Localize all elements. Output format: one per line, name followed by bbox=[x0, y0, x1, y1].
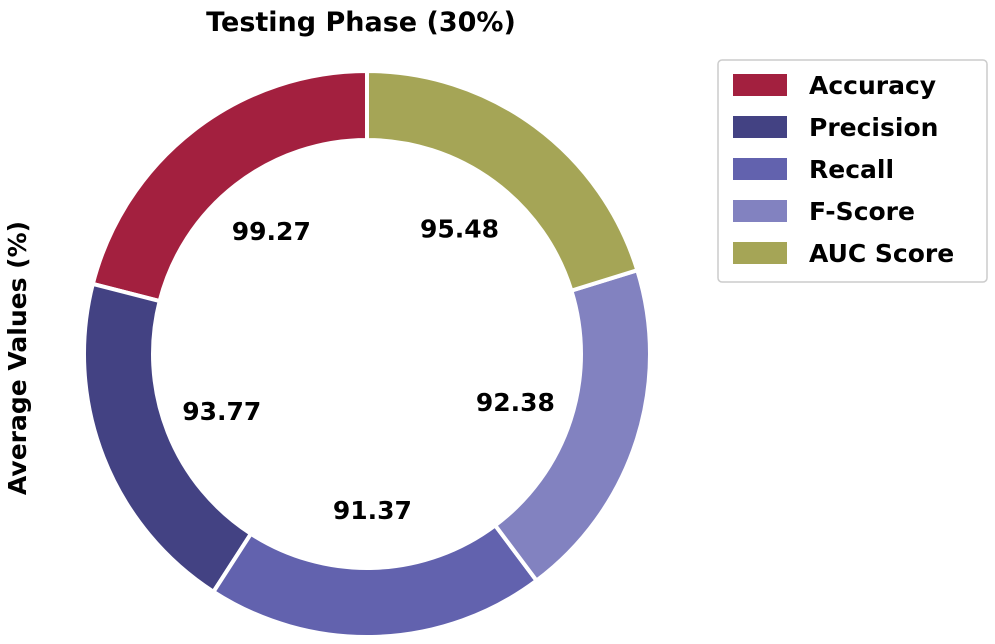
data-label-recall: 91.37 bbox=[333, 496, 412, 525]
data-label-accuracy: 99.27 bbox=[232, 217, 311, 246]
y-axis-label: Average Values (%) bbox=[3, 221, 32, 495]
slice-accuracy bbox=[90, 68, 369, 304]
slice-recall bbox=[210, 522, 540, 639]
legend-swatch-f-score bbox=[733, 200, 787, 222]
legend-swatch-accuracy bbox=[733, 74, 787, 96]
legend-label-accuracy: Accuracy bbox=[809, 71, 936, 100]
legend-label-f-score: F-Score bbox=[809, 197, 915, 226]
data-label-precision: 93.77 bbox=[182, 397, 261, 426]
slice-precision bbox=[82, 281, 254, 595]
slice-auc-score bbox=[365, 68, 640, 294]
data-label-auc-score: 95.48 bbox=[420, 214, 499, 243]
chart-title: Testing Phase (30%) bbox=[206, 7, 516, 38]
data-labels: 99.27 93.77 91.37 92.38 95.48 bbox=[182, 214, 555, 524]
data-label-f-score: 92.38 bbox=[476, 388, 555, 417]
legend-frame bbox=[717, 59, 988, 283]
legend-swatch-precision bbox=[733, 116, 787, 138]
slice-f-score bbox=[492, 267, 652, 584]
donut-slices bbox=[82, 68, 652, 639]
legend-swatch-recall bbox=[733, 158, 787, 180]
legend-label-auc-score: AUC Score bbox=[809, 239, 954, 268]
legend-label-recall: Recall bbox=[809, 155, 894, 184]
legend-swatch-auc-score bbox=[733, 242, 787, 264]
legend: Accuracy Precision Recall F-Score AUC Score bbox=[717, 59, 988, 283]
legend-label-precision: Precision bbox=[809, 113, 938, 142]
